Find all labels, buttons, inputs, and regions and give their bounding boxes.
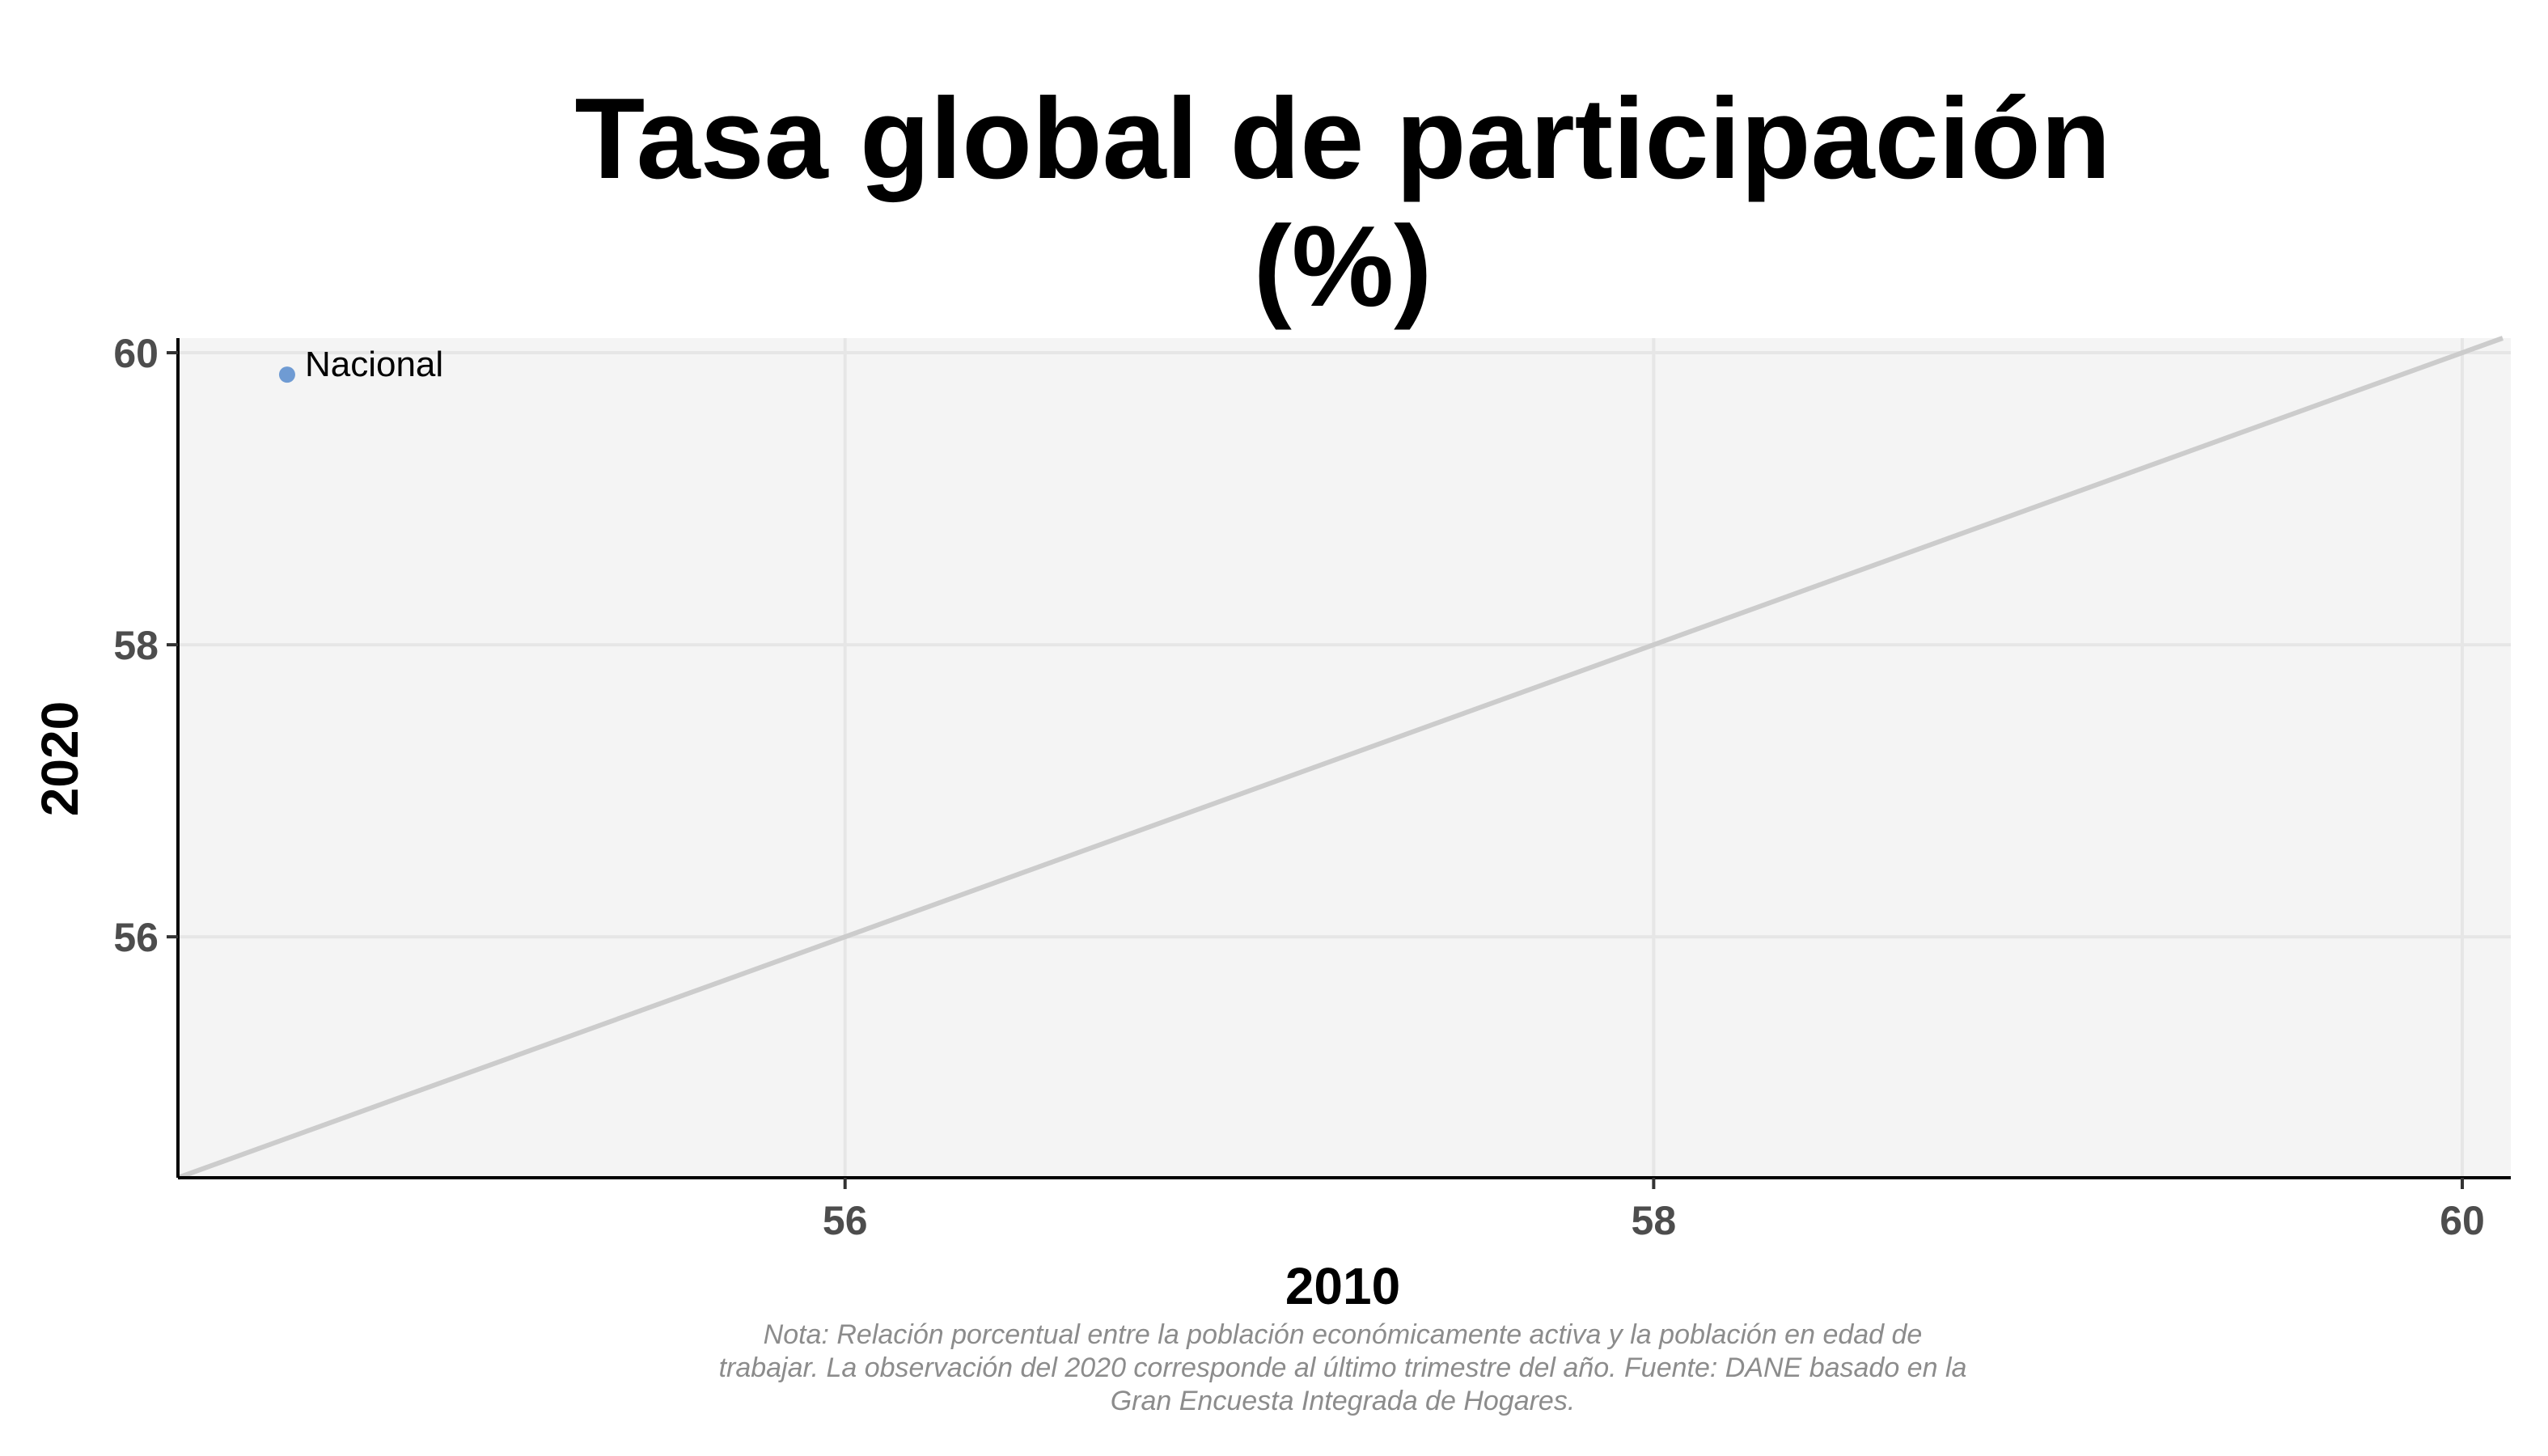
chart-title-line-1: Tasa global de participación xyxy=(574,74,2110,203)
data-point-label-0: Nacional xyxy=(305,345,443,384)
x-tick-label-58: 58 xyxy=(1632,1198,1677,1243)
y-tick-label-56: 56 xyxy=(113,915,159,960)
y-tick-label-58: 58 xyxy=(113,623,159,668)
data-points: Nacional xyxy=(278,345,443,384)
reference-line-y-equals-x xyxy=(176,336,2504,1180)
data-point-0 xyxy=(278,366,295,383)
x-axis-title: 2010 xyxy=(1285,1257,1400,1315)
chart-title-line-2: (%) xyxy=(1254,202,1433,331)
y-axis-title: 2020 xyxy=(31,701,89,816)
x-tick-label-56: 56 xyxy=(823,1198,868,1243)
caption-line-2: trabajar. La observación del 2020 corres… xyxy=(719,1352,1967,1383)
y-tick-label-60: 60 xyxy=(113,331,159,376)
grid-lines xyxy=(178,338,2511,1178)
x-tick-label-60: 60 xyxy=(2440,1198,2485,1243)
axis-ticks: 56 58 60 56 58 60 xyxy=(113,331,2484,1243)
caption-line-3: Gran Encuesta Integrada de Hogares. xyxy=(1111,1386,1576,1416)
caption-line-1: Nota: Relación porcentual entre la pobla… xyxy=(764,1319,1923,1350)
